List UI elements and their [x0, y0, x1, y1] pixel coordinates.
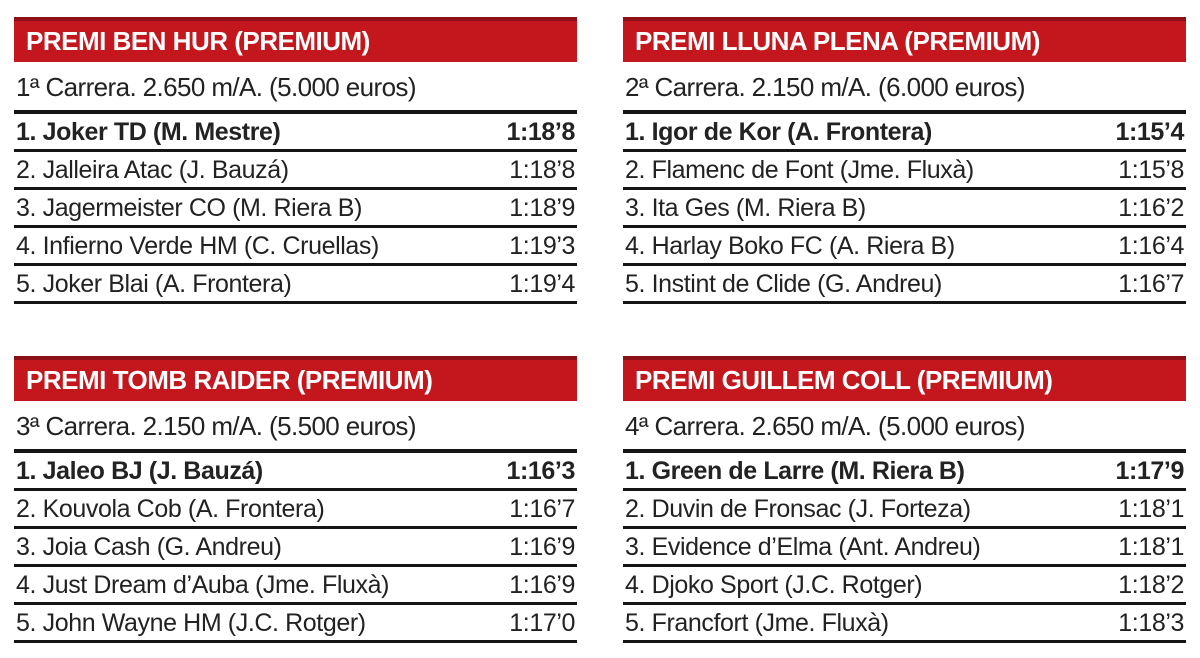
result-row: 4. Djoko Sport (J.C. Rotger) 1:18’2	[623, 567, 1186, 605]
horse-entry: 3. Ita Ges (M. Riera B)	[625, 194, 866, 222]
result-row: 1. Igor de Kor (A. Frontera) 1:15’4	[623, 114, 1186, 152]
race-time: 1:17’9	[1115, 457, 1185, 485]
result-row: 3. Joia Cash (G. Andreu) 1:16’9	[14, 529, 577, 567]
race-section-header: PREMI TOMB RAIDER (PREMIUM)	[14, 356, 577, 401]
result-row: 5. Francfort (Jme. Fluxà) 1:18’3	[623, 605, 1186, 643]
result-row: 1. Jaleo BJ (J. Bauzá) 1:16’3	[14, 453, 577, 491]
horse-entry: 3. Jagermeister CO (M. Riera B)	[16, 194, 363, 222]
result-row: 2. Jalleira Atac (J. Bauzá) 1:18’8	[14, 152, 577, 190]
race-time: 1:15’8	[1118, 156, 1184, 184]
race-title: PREMI LLUNA PLENA (PREMIUM)	[635, 26, 1040, 56]
horse-entry: 5. Francfort (Jme. Fluxà)	[625, 609, 889, 637]
result-row: 4. Just Dream d’Auba (Jme. Fluxà) 1:16’9	[14, 567, 577, 605]
race-time: 1:17’0	[509, 609, 575, 637]
race-title: PREMI TOMB RAIDER (PREMIUM)	[26, 365, 433, 395]
results-list: 1. Green de Larre (M. Riera B) 1:17’9 2.…	[623, 449, 1186, 643]
result-row: 2. Duvin de Fronsac (J. Forteza) 1:18’1	[623, 491, 1186, 529]
race-time: 1:16’9	[509, 533, 575, 561]
results-list: 1. Igor de Kor (A. Frontera) 1:15’4 2. F…	[623, 110, 1186, 304]
horse-entry: 5. Instint de Clide (G. Andreu)	[625, 270, 942, 298]
horse-entry: 1. Green de Larre (M. Riera B)	[625, 457, 965, 485]
result-row: 5. Joker Blai (A. Frontera) 1:19’4	[14, 266, 577, 304]
race-title: PREMI GUILLEM COLL (PREMIUM)	[635, 365, 1053, 395]
results-list: 1. Joker TD (M. Mestre) 1:18’8 2. Jallei…	[14, 110, 577, 304]
result-row: 1. Green de Larre (M. Riera B) 1:17’9	[623, 453, 1186, 491]
horse-entry: 2. Kouvola Cob (A. Frontera)	[16, 495, 325, 523]
race-info: 4ª Carrera. 2.650 m/A. (5.000 euros)	[625, 411, 1025, 441]
horse-entry: 3. Evidence d’Elma (Ant. Andreu)	[625, 533, 981, 561]
race-time: 1:16’2	[1118, 194, 1184, 222]
race-time: 1:19’3	[509, 232, 575, 260]
race-title: PREMI BEN HUR (PREMIUM)	[26, 26, 370, 56]
horse-entry: 5. Joker Blai (A. Frontera)	[16, 270, 292, 298]
race-info: 3ª Carrera. 2.150 m/A. (5.500 euros)	[16, 411, 416, 441]
horse-entry: 3. Joia Cash (G. Andreu)	[16, 533, 282, 561]
race-time: 1:18’1	[1118, 533, 1184, 561]
race-section-1: PREMI BEN HUR (PREMIUM) 1ª Carrera. 2.65…	[14, 17, 577, 304]
race-time: 1:18’8	[506, 118, 576, 146]
horse-entry: 4. Harlay Boko FC (A. Riera B)	[625, 232, 955, 260]
result-row: 4. Infierno Verde HM (C. Cruellas) 1:19’…	[14, 228, 577, 266]
result-row: 3. Evidence d’Elma (Ant. Andreu) 1:18’1	[623, 529, 1186, 567]
horse-entry: 2. Duvin de Fronsac (J. Forteza)	[625, 495, 971, 523]
result-row: 2. Flamenc de Font (Jme. Fluxà) 1:15’8	[623, 152, 1186, 190]
horse-entry: 4. Djoko Sport (J.C. Rotger)	[625, 571, 923, 599]
result-row: 5. John Wayne HM (J.C. Rotger) 1:17’0	[14, 605, 577, 643]
race-section-header: PREMI GUILLEM COLL (PREMIUM)	[623, 356, 1186, 401]
result-row: 3. Jagermeister CO (M. Riera B) 1:18’9	[14, 190, 577, 228]
result-row: 4. Harlay Boko FC (A. Riera B) 1:16’4	[623, 228, 1186, 266]
horse-entry: 4. Infierno Verde HM (C. Cruellas)	[16, 232, 379, 260]
race-time: 1:19’4	[509, 270, 575, 298]
result-row: 2. Kouvola Cob (A. Frontera) 1:16’7	[14, 491, 577, 529]
race-time: 1:18’9	[509, 194, 575, 222]
result-row: 1. Joker TD (M. Mestre) 1:18’8	[14, 114, 577, 152]
race-time: 1:18’1	[1118, 495, 1184, 523]
horse-entry: 2. Flamenc de Font (Jme. Fluxà)	[625, 156, 974, 184]
race-time: 1:15’4	[1115, 118, 1185, 146]
race-time: 1:16’3	[506, 457, 576, 485]
race-info: 2ª Carrera. 2.150 m/A. (6.000 euros)	[625, 72, 1025, 102]
horse-entry: 1. Igor de Kor (A. Frontera)	[625, 118, 932, 146]
horse-entry: 1. Joker TD (M. Mestre)	[16, 118, 281, 146]
horse-entry: 4. Just Dream d’Auba (Jme. Fluxà)	[16, 571, 390, 599]
race-time: 1:16’7	[1118, 270, 1184, 298]
horse-entry: 2. Jalleira Atac (J. Bauzá)	[16, 156, 289, 184]
race-time: 1:18’8	[509, 156, 575, 184]
result-row: 5. Instint de Clide (G. Andreu) 1:16’7	[623, 266, 1186, 304]
race-section-header: PREMI LLUNA PLENA (PREMIUM)	[623, 17, 1186, 62]
race-section-2: PREMI LLUNA PLENA (PREMIUM) 2ª Carrera. …	[623, 17, 1186, 304]
result-row: 3. Ita Ges (M. Riera B) 1:16’2	[623, 190, 1186, 228]
race-section-4: PREMI GUILLEM COLL (PREMIUM) 4ª Carrera.…	[623, 356, 1186, 643]
race-time: 1:16’4	[1118, 232, 1184, 260]
race-info: 1ª Carrera. 2.650 m/A. (5.000 euros)	[16, 72, 416, 102]
race-section-3: PREMI TOMB RAIDER (PREMIUM) 3ª Carrera. …	[14, 356, 577, 643]
race-section-header: PREMI BEN HUR (PREMIUM)	[14, 17, 577, 62]
race-results-grid: PREMI BEN HUR (PREMIUM) 1ª Carrera. 2.65…	[14, 17, 1186, 643]
horse-entry: 1. Jaleo BJ (J. Bauzá)	[16, 457, 263, 485]
race-time: 1:16’9	[509, 571, 575, 599]
race-time: 1:18’2	[1118, 571, 1184, 599]
results-list: 1. Jaleo BJ (J. Bauzá) 1:16’3 2. Kouvola…	[14, 449, 577, 643]
race-time: 1:16’7	[509, 495, 575, 523]
race-time: 1:18’3	[1118, 609, 1184, 637]
horse-entry: 5. John Wayne HM (J.C. Rotger)	[16, 609, 366, 637]
